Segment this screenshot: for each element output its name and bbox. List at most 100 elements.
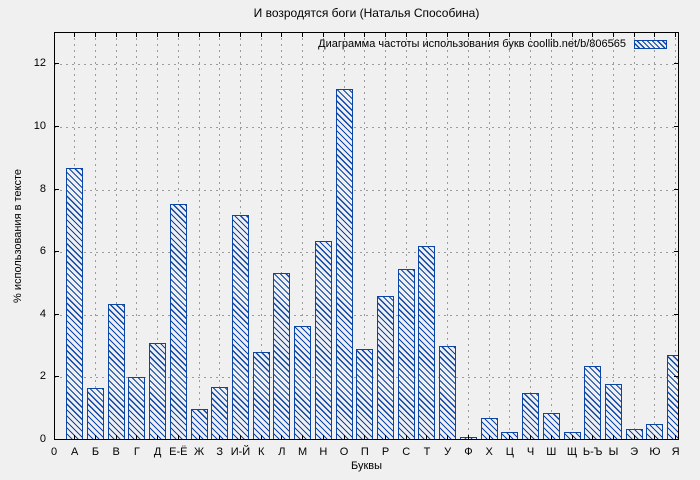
legend-swatch <box>634 39 667 49</box>
x-tick-mark-top <box>612 32 614 37</box>
bar-И-Й <box>231 215 249 440</box>
gridline-x <box>675 32 677 440</box>
gridline-x <box>509 32 511 440</box>
x-tick-mark-top <box>94 32 96 37</box>
x-tick-mark-top <box>343 32 345 37</box>
gridline-x <box>571 32 573 440</box>
x-tick-label: И-Й <box>230 446 251 458</box>
x-tick-mark <box>198 435 200 440</box>
bar-У <box>439 346 457 440</box>
x-tick-mark <box>654 435 656 440</box>
x-tick-mark-top <box>239 32 241 37</box>
x-tick-label: Б <box>91 446 100 458</box>
x-tick-mark <box>385 435 387 440</box>
x-tick-label: Ы <box>608 446 619 458</box>
x-tick-label: Ч <box>526 446 535 458</box>
x-tick-mark-top <box>364 32 366 37</box>
x-tick-label: К <box>257 446 265 458</box>
gridline-y <box>54 190 679 191</box>
gridline-x <box>198 32 200 440</box>
bar-Н <box>314 241 332 440</box>
x-tick-mark-top <box>198 32 200 37</box>
x-tick-label: А <box>71 446 79 458</box>
x-tick-mark-top <box>281 32 283 37</box>
gridline-x <box>405 32 407 440</box>
x-tick-mark-top <box>592 32 594 37</box>
x-tick-label: Ф <box>464 446 473 458</box>
x-tick-mark-top <box>488 32 490 37</box>
x-tick-label: П <box>360 446 369 458</box>
x-tick-mark-top <box>260 32 262 37</box>
x-tick-mark <box>405 435 407 440</box>
gridline-x <box>260 32 262 440</box>
x-tick-mark <box>177 435 179 440</box>
gridline-y <box>54 252 679 253</box>
bar-К <box>252 352 270 440</box>
bar-Ж <box>190 409 208 440</box>
x-tick-label: Я <box>671 446 680 458</box>
bar-Ч <box>522 393 540 440</box>
y-tick-label: 0 <box>39 433 46 445</box>
y-tick-mark-right <box>674 63 679 64</box>
bar-Е-Ё <box>169 204 187 440</box>
gridline-x <box>281 32 283 440</box>
x-tick-label: Р <box>381 446 390 458</box>
gridline-x <box>550 32 552 440</box>
x-tick-mark-top <box>426 32 428 37</box>
bar-Т <box>418 246 436 440</box>
x-tick-label: Д <box>153 446 162 458</box>
y-tick-mark <box>54 126 59 127</box>
gridline-y <box>54 64 679 65</box>
x-tick-label: Ш <box>546 446 557 458</box>
gridline-x <box>530 32 532 440</box>
bar-Ы <box>604 384 622 440</box>
x-tick-mark-top <box>177 32 179 37</box>
y-tick-label: 4 <box>39 308 46 320</box>
x-tick-mark-top <box>115 32 117 37</box>
x-tick-mark-top <box>302 32 304 37</box>
x-tick-mark-top <box>509 32 511 37</box>
x-tick-label: В <box>112 446 120 458</box>
x-tick-mark <box>302 435 304 440</box>
bar-З <box>211 387 229 440</box>
gridline-x <box>633 32 635 440</box>
x-tick-mark <box>530 435 532 440</box>
gridline-x <box>94 32 96 440</box>
plot-area: Диаграмма частоты использования букв coo… <box>54 32 679 440</box>
bar-Ь-Ъ <box>584 366 602 440</box>
x-tick-mark <box>612 435 614 440</box>
y-tick-mark-right <box>674 314 679 315</box>
x-tick-mark-top <box>571 32 573 37</box>
x-tick-mark <box>343 435 345 440</box>
x-tick-mark <box>239 435 241 440</box>
x-tick-label: Г <box>133 446 140 458</box>
y-tick-label: 12 <box>33 57 46 69</box>
x-tick-mark <box>157 435 159 440</box>
y-tick-mark <box>54 314 59 315</box>
x-tick-label: О <box>339 446 349 458</box>
x-tick-label: Н <box>319 446 328 458</box>
gridline-x <box>385 32 387 440</box>
chart-title: И возродятся боги (Наталья Способина) <box>253 6 480 20</box>
x-tick-mark-top <box>530 32 532 37</box>
x-tick-label: З <box>216 446 224 458</box>
x-tick-label: Э <box>630 446 639 458</box>
gridline-x <box>447 32 449 440</box>
x-tick-label: Щ <box>566 446 578 458</box>
y-tick-mark <box>54 439 59 440</box>
x-tick-mark <box>322 435 324 440</box>
x-tick-mark-top <box>675 32 677 37</box>
bar-О <box>335 89 353 440</box>
x-tick-mark <box>488 435 490 440</box>
bar-Б <box>86 388 104 440</box>
x-tick-mark <box>426 435 428 440</box>
y-tick-label: 8 <box>39 183 46 195</box>
x-tick-mark <box>94 435 96 440</box>
bar-П <box>356 349 374 440</box>
x-tick-label: С <box>402 446 411 458</box>
x-tick-label: Л <box>278 446 286 458</box>
y-tick-mark <box>54 251 59 252</box>
gridline-x <box>115 32 117 440</box>
x-tick-mark-top <box>447 32 449 37</box>
x-tick-mark <box>675 435 677 440</box>
